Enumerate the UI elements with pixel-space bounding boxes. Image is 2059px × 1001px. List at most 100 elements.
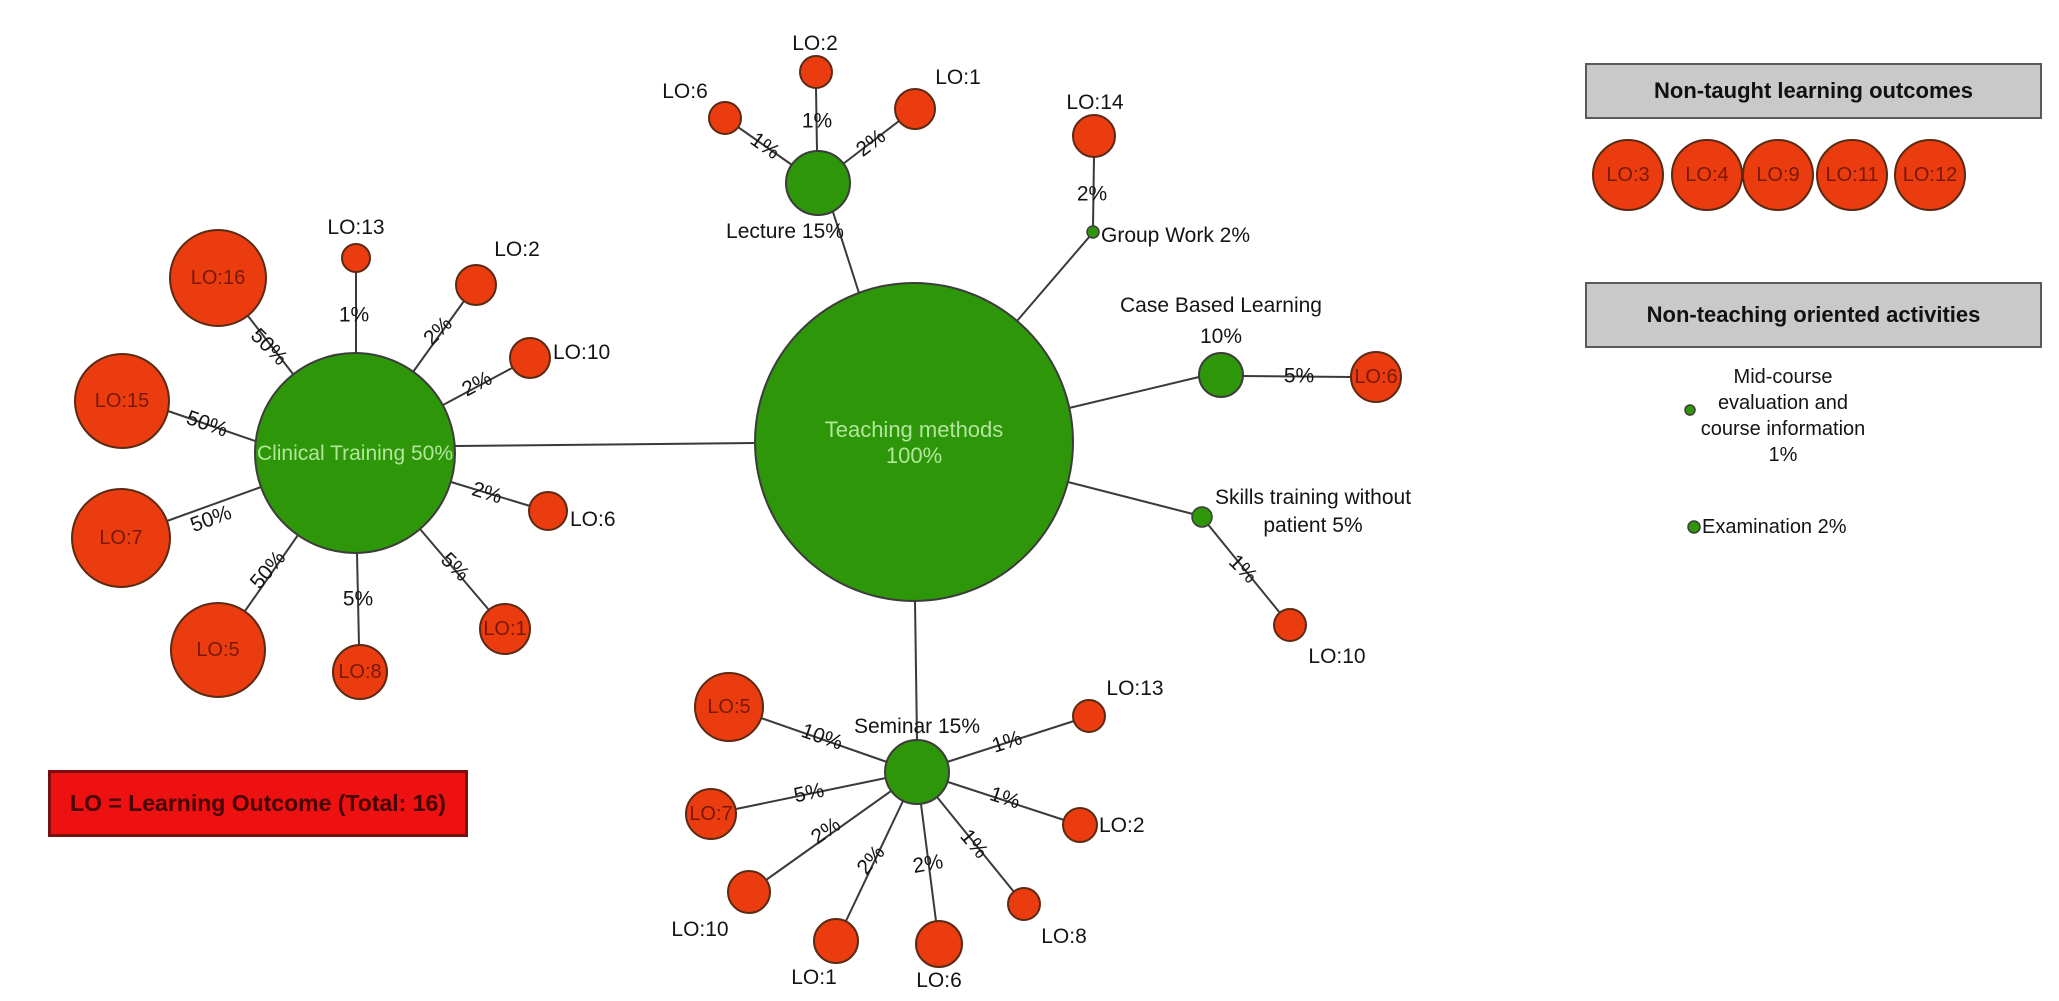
- examination-label: Examination 2%: [1702, 516, 1847, 538]
- node-lecture-lo1: [894, 88, 936, 130]
- edge-seminar--seminar-lo1: [845, 800, 904, 922]
- edge-label-seminar--seminar-lo10: 2%: [807, 813, 845, 849]
- node-seminar-lo2: [1062, 807, 1098, 843]
- edge-teaching-methods--clinical-training: [454, 442, 756, 447]
- edge-clinical-training--clinical-lo1: [419, 528, 490, 611]
- node-clinical-lo8: [332, 644, 388, 700]
- edge-lecture--lecture-lo2: [815, 87, 818, 152]
- node-nontaught-lo12: [1894, 139, 1966, 211]
- node-seminar: [884, 739, 950, 805]
- edge-label-seminar--seminar-lo13: 1%: [989, 726, 1025, 757]
- edge-label-clinical-training--clinical-lo5: 50%: [246, 547, 291, 594]
- node-skills-lo10: [1273, 608, 1307, 642]
- edge-clinical-training--clinical-lo16: [247, 315, 294, 375]
- edge-teaching-methods--skills-training: [1067, 481, 1194, 515]
- edge-teaching-methods--lecture: [832, 211, 860, 294]
- node-seminar-lo8: [1007, 887, 1041, 921]
- label-nontaught-lo3: LO:3: [1606, 164, 1649, 186]
- node-clinical-lo5: [170, 602, 266, 698]
- edge-seminar--seminar-lo13: [946, 720, 1075, 763]
- label-lecture-lo1: LO:1: [935, 66, 981, 89]
- edge-label-lecture--lecture-lo1: 2%: [852, 125, 890, 162]
- label-clinical-lo10: LO:10: [553, 341, 610, 364]
- edge-clinical-training--clinical-lo8: [356, 552, 360, 646]
- label-clinical-lo8: LO:8: [338, 661, 381, 683]
- node-group-work: [1086, 225, 1100, 239]
- edge-seminar--seminar-lo8: [936, 796, 1015, 893]
- node-nontaught-lo3: [1592, 139, 1664, 211]
- label-groupwork-lo14: LO:14: [1066, 91, 1124, 114]
- label-teaching-methods: Teaching methods 100%: [825, 417, 1004, 468]
- node-seminar-lo5: [694, 672, 764, 742]
- edge-label-clinical-training--clinical-lo10: 2%: [458, 367, 496, 402]
- label-seminar: Seminar 15%: [854, 715, 980, 738]
- label-skills-lo10: LO:10: [1308, 645, 1365, 668]
- node-skills-training: [1191, 506, 1213, 528]
- edge-label-clinical-training--clinical-lo15: 50%: [183, 406, 230, 441]
- edge-teaching-methods--group-work: [1016, 235, 1091, 322]
- label-seminar-lo8: LO:8: [1041, 925, 1087, 948]
- edge-label-clinical-training--clinical-lo6: 2%: [469, 478, 505, 509]
- node-clinical-lo2: [455, 264, 497, 306]
- edge-group-work--groupwork-lo14: [1092, 156, 1095, 228]
- label-nontaught-lo9: LO:9: [1756, 164, 1799, 186]
- label-clinical-training: Clinical Training 50%: [257, 442, 453, 465]
- edge-clinical-training--clinical-lo5: [244, 534, 299, 612]
- label-nontaught-lo11: LO:11: [1826, 164, 1879, 186]
- non-teaching-header: Non-teaching oriented activities: [1585, 282, 2042, 348]
- node-lecture-lo2: [799, 55, 833, 89]
- label-clinical-lo15: LO:15: [95, 390, 149, 412]
- edge-seminar--seminar-lo10: [765, 790, 892, 881]
- edge-lecture--lecture-lo6: [737, 126, 793, 166]
- node-clinical-training: [254, 352, 456, 554]
- edge-lecture--lecture-lo1: [842, 120, 900, 165]
- edge-label-lecture--lecture-lo6: 1%: [746, 128, 784, 164]
- label-cbl-lo6: LO:6: [1354, 366, 1397, 388]
- label-clinical-lo5: LO:5: [196, 639, 239, 661]
- label-clinical-lo1: LO:1: [483, 618, 526, 640]
- node-nontaught-lo11: [1816, 139, 1888, 211]
- edge-label-clinical-training--clinical-lo7: 50%: [187, 501, 234, 537]
- node-midcourse-dot: [1684, 404, 1696, 416]
- node-clinical-lo1: [479, 603, 531, 655]
- node-case-based-learning: [1198, 352, 1244, 398]
- label-lecture-lo2: LO:2: [792, 32, 838, 55]
- label-clinical-lo13: LO:13: [327, 216, 384, 239]
- node-seminar-lo6: [915, 920, 963, 968]
- label-clinical-lo7: LO:7: [99, 527, 142, 549]
- non-taught-header-label: Non-taught learning outcomes: [1654, 78, 1973, 103]
- node-seminar-lo13: [1072, 699, 1106, 733]
- edge-skills-training--skills-lo10: [1205, 521, 1281, 614]
- node-teaching-methods: [754, 282, 1074, 602]
- edge-clinical-training--clinical-lo2: [412, 300, 465, 373]
- edge-label-clinical-training--clinical-lo13: 1%: [339, 304, 369, 327]
- node-clinical-lo7: [71, 488, 171, 588]
- edge-clinical-training--clinical-lo6: [450, 481, 531, 507]
- edge-teaching-methods--case-based-learning: [1068, 376, 1200, 409]
- edge-seminar--seminar-lo2: [947, 781, 1065, 821]
- non-taught-header: Non-taught learning outcomes: [1585, 63, 2042, 119]
- edge-label-group-work--groupwork-lo14: 2%: [1077, 183, 1107, 206]
- lo-legend-label: LO = Learning Outcome (Total: 16): [70, 790, 446, 816]
- node-seminar-lo7: [685, 788, 737, 840]
- label-seminar-lo5: LO:5: [707, 696, 750, 718]
- edge-seminar--seminar-lo5: [760, 717, 888, 763]
- node-clinical-lo15: [74, 353, 170, 449]
- edge-label-seminar--seminar-lo7: 5%: [792, 779, 826, 808]
- label-seminar-lo2: LO:2: [1099, 814, 1145, 837]
- edge-label-seminar--seminar-lo2: 1%: [987, 782, 1023, 813]
- edge-teaching-methods--seminar: [914, 600, 918, 741]
- node-lecture-lo6: [708, 101, 742, 135]
- label-lecture: Lecture 15%: [726, 220, 844, 243]
- non-teaching-header-label: Non-teaching oriented activities: [1646, 302, 1981, 327]
- node-examination-dot: [1687, 520, 1701, 534]
- midcourse-evaluation-label: Mid-course evaluation and course informa…: [1700, 366, 1866, 466]
- edge-clinical-training--clinical-lo15: [167, 410, 259, 443]
- lo-legend-box: LO = Learning Outcome (Total: 16): [48, 770, 468, 837]
- label-seminar-lo6: LO:6: [916, 969, 962, 992]
- label-skills-training: Skills training without patient 5%: [1215, 486, 1411, 537]
- edge-label-seminar--seminar-lo6: 2%: [911, 850, 945, 878]
- edge-case-based-learning--cbl-lo6: [1242, 375, 1352, 378]
- label-case-based-learning: Case Based Learning 10%: [1120, 294, 1322, 348]
